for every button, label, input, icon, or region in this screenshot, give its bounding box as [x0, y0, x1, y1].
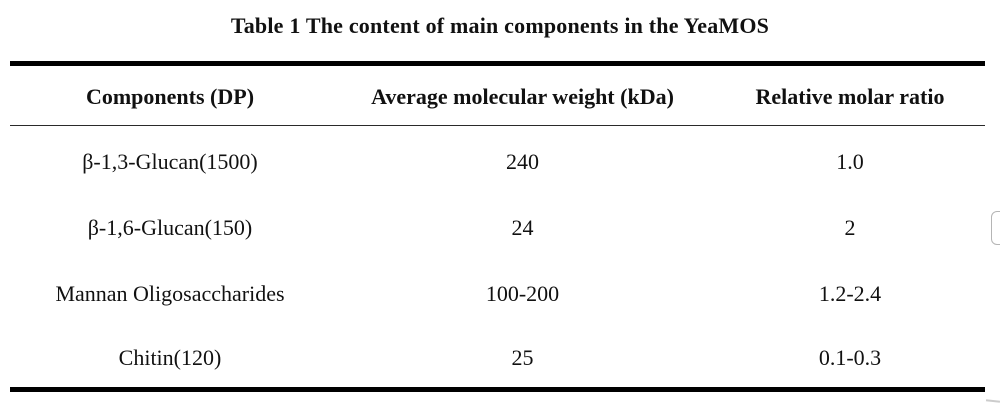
col-header-molecular-weight: Average molecular weight (kDa) — [330, 63, 715, 126]
table-body: β-1,3-Glucan(1500) 240 1.0 β-1,6-Glucan(… — [10, 126, 985, 390]
cell-component: β-1,6-Glucan(150) — [87, 214, 253, 240]
cell-molar-ratio: 1.0 — [836, 148, 864, 174]
cell-molecular-weight: 24 — [511, 214, 534, 240]
components-table: Components (DP) Average molecular weight… — [10, 61, 985, 392]
table-row: β-1,3-Glucan(1500) 240 1.0 — [10, 126, 985, 192]
table-row: Mannan Oligosaccharides 100-200 1.2-2.4 — [10, 258, 985, 324]
table-row: β-1,6-Glucan(150) 24 2 — [10, 192, 985, 258]
cell-component: Chitin(120) — [118, 345, 222, 371]
col-header-components: Components (DP) — [10, 63, 330, 126]
cell-molar-ratio: 0.1-0.3 — [818, 345, 882, 371]
cell-molar-ratio: 1.2-2.4 — [818, 280, 882, 306]
cell-component: Mannan Oligosaccharides — [55, 280, 285, 306]
cell-molecular-weight: 25 — [511, 345, 534, 371]
header-row: Components (DP) Average molecular weight… — [10, 63, 985, 126]
col-header-molar-ratio: Relative molar ratio — [715, 63, 985, 126]
table-caption: Table 1 The content of main components i… — [230, 13, 770, 38]
right-edge-clipped-artifact — [991, 211, 1000, 245]
table-header: Components (DP) Average molecular weight… — [10, 63, 985, 126]
table-row: Chitin(120) 25 0.1-0.3 — [10, 324, 985, 390]
cell-molecular-weight: 100-200 — [485, 280, 560, 306]
bottom-right-corner-mark — [985, 399, 1000, 403]
cell-component: β-1,3-Glucan(1500) — [82, 148, 258, 174]
cell-molecular-weight: 240 — [506, 148, 539, 174]
cell-molar-ratio: 2 — [844, 214, 856, 240]
